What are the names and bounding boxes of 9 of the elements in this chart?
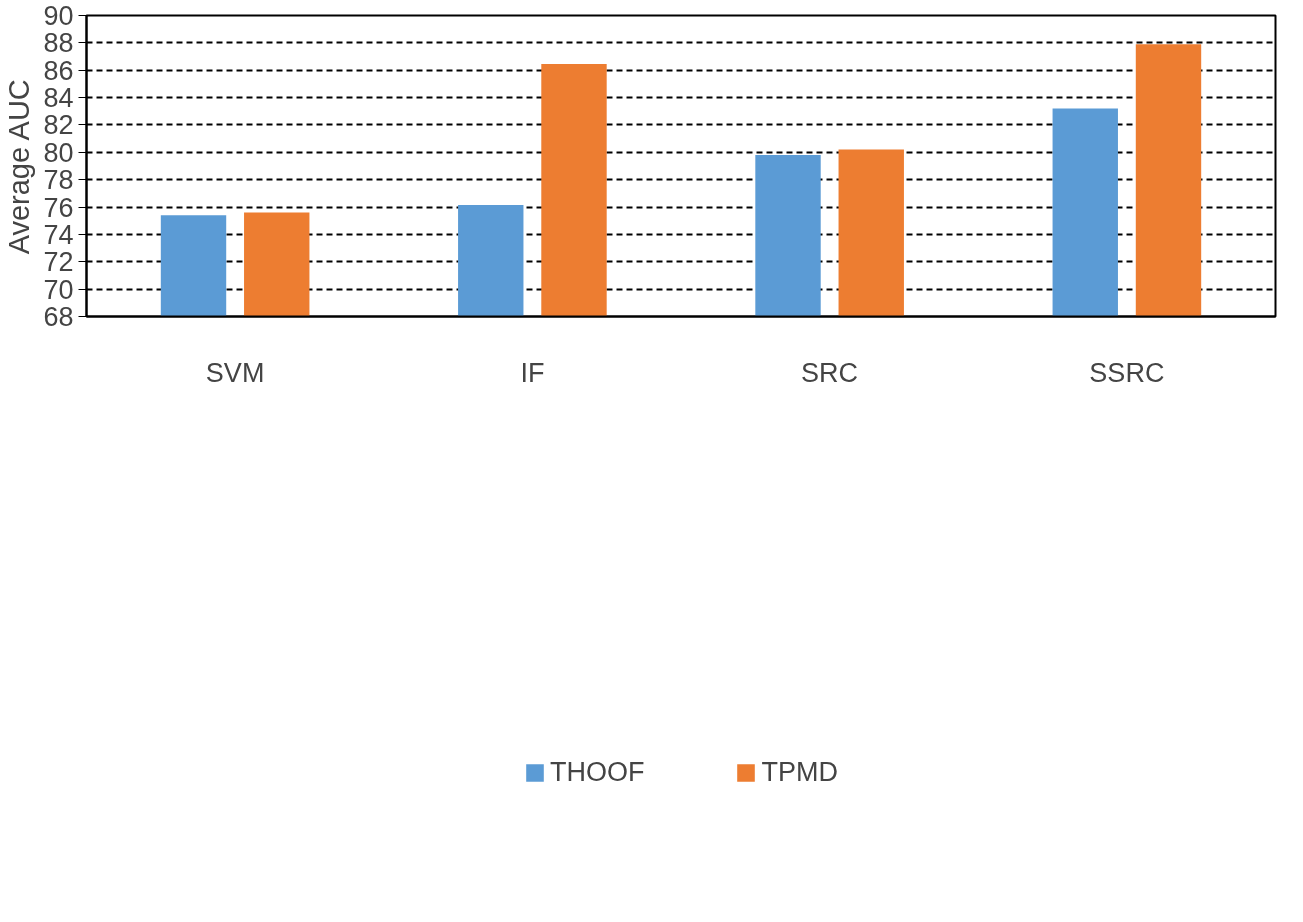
x-tick-label: SRC (801, 357, 859, 388)
x-tick-label: SSRC (1089, 357, 1165, 388)
x-tick-label: SVM (205, 357, 265, 388)
legend-label: THOOF (550, 756, 645, 788)
y-axis-title: Average AUC (3, 79, 36, 255)
y-tick-label: 90 (43, 1, 74, 31)
x-tick-label: IF (520, 357, 545, 388)
legend-label: TPMD (761, 756, 838, 788)
y-tick-label: 68 (43, 302, 74, 332)
